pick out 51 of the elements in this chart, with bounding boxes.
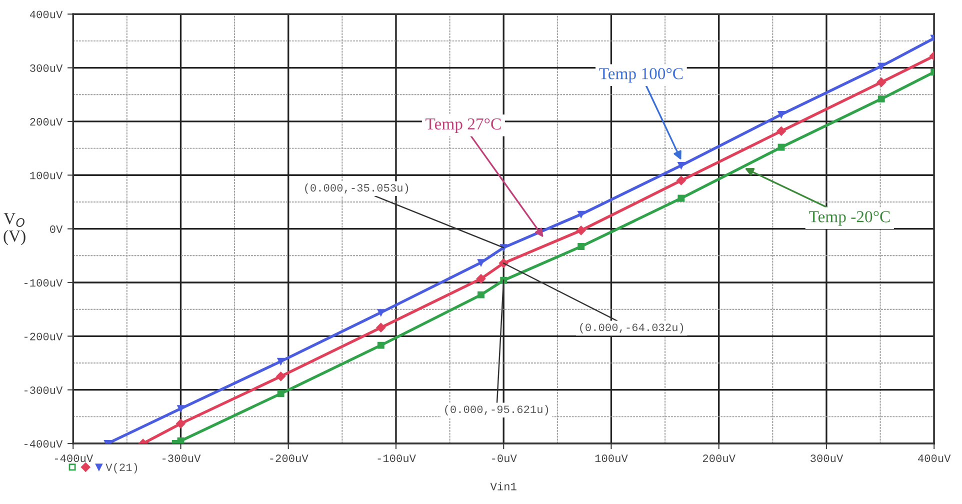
point bbox=[778, 111, 785, 118]
point bbox=[377, 309, 384, 316]
point bbox=[578, 210, 585, 218]
point bbox=[277, 390, 284, 398]
point bbox=[678, 194, 685, 202]
x-tick-label: -200uV bbox=[270, 454, 308, 462]
x-tick-label: -300uV bbox=[162, 454, 201, 462]
point bbox=[878, 95, 885, 102]
point bbox=[576, 226, 586, 236]
annotation: Temp 100°C bbox=[599, 68, 683, 83]
x-tick-label: 200uV bbox=[702, 454, 736, 462]
point bbox=[478, 291, 484, 298]
x-axis-title: Vin1 bbox=[490, 482, 516, 490]
annotation: (0.000,-95.621u) bbox=[445, 404, 548, 416]
annotation: Temp -20°C bbox=[809, 211, 890, 226]
x-tick-label: -0uV bbox=[492, 454, 517, 462]
x-tick-label: -100uV bbox=[378, 454, 416, 462]
point bbox=[778, 144, 785, 151]
point bbox=[177, 405, 184, 412]
y-tick-label: 300uV bbox=[30, 64, 63, 72]
point bbox=[876, 78, 886, 87]
point bbox=[578, 243, 585, 250]
y-axis-title: V$_{O}$ (V) bbox=[4, 213, 26, 246]
point bbox=[177, 437, 184, 444]
legend-label: V(21) bbox=[106, 462, 138, 474]
point bbox=[678, 162, 685, 169]
y-tick-label: 100uV bbox=[30, 172, 63, 180]
point bbox=[878, 62, 885, 70]
point bbox=[776, 126, 786, 136]
y-tick-label: -300uV bbox=[24, 386, 63, 394]
point bbox=[376, 322, 386, 332]
y-tick-label: 200uV bbox=[30, 118, 63, 126]
annotation: (0.000,-35.053u) bbox=[305, 183, 408, 194]
y-tick-label: -100uV bbox=[24, 279, 63, 287]
point bbox=[478, 259, 484, 266]
x-tick-label: -400uV bbox=[54, 454, 94, 462]
point bbox=[676, 176, 686, 186]
point bbox=[176, 419, 186, 428]
annotation: Temp 27°C bbox=[426, 118, 501, 133]
y-tick-label: 400uV bbox=[30, 10, 63, 18]
y-tick-label: -200uV bbox=[24, 332, 63, 340]
point bbox=[276, 372, 286, 382]
x-tick-label: 400uV bbox=[918, 454, 951, 462]
point bbox=[377, 342, 384, 349]
point bbox=[277, 358, 284, 365]
y-tick-label: -400uV bbox=[24, 440, 63, 448]
annotation: (0.000,-64.032u) bbox=[580, 323, 684, 334]
y-tick-label: 0V bbox=[50, 225, 63, 233]
point bbox=[476, 274, 486, 284]
x-tick-label: 100uV bbox=[595, 454, 628, 462]
x-tick-label: 300uV bbox=[810, 454, 844, 462]
